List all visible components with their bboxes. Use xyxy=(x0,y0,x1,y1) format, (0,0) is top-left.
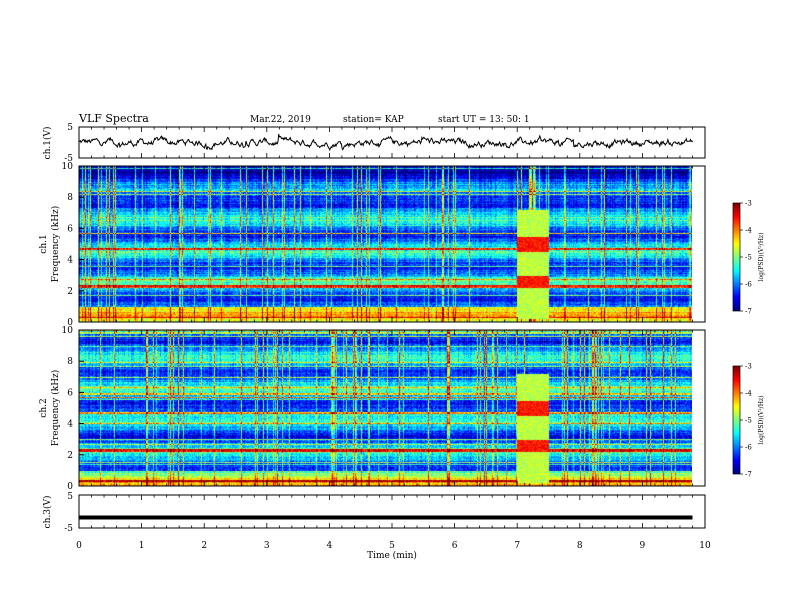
date-label: Mar.22, 2019 xyxy=(250,115,311,125)
frequency-tick-label: 10 xyxy=(62,162,74,172)
ch1-spectrogram-ylabel-channel: ch.1 xyxy=(39,234,49,253)
colorbar-tick-label: -4 xyxy=(745,227,752,235)
time-tick-label: 6 xyxy=(452,541,458,551)
time-tick-label: 8 xyxy=(577,541,583,551)
colorbar-tick-label: -7 xyxy=(745,308,752,316)
ch1-colorbar-label: log(PSD)(V²/Hz) xyxy=(758,233,765,282)
colorbar-tick-label: -7 xyxy=(745,471,752,479)
ch2-colorbar-label: log(PSD)(V²/Hz) xyxy=(758,396,765,445)
time-tick-label: 10 xyxy=(699,541,711,551)
time-axis: 0 1 2 3 4 5 6 7 8 9 10 xyxy=(76,127,711,551)
time-axis-label: Time (min) xyxy=(367,550,417,561)
ch3-ytick-top: 5 xyxy=(67,492,73,502)
ch1-spectrogram-ylabel-frequency: Frequency (kHz) xyxy=(50,206,61,283)
ch1-ytick-top: 5 xyxy=(67,123,73,133)
ch1-waveform-ylabel: ch.1(V) xyxy=(42,127,53,160)
frequency-tick-label: 8 xyxy=(67,357,73,367)
frequency-tick-label: 10 xyxy=(62,326,74,336)
colorbar-tick-label: -5 xyxy=(745,417,752,425)
time-tick-label: 0 xyxy=(76,541,82,551)
frequency-tick-label: 6 xyxy=(67,224,73,234)
time-tick-label: 5 xyxy=(389,541,395,551)
colorbar-tick-label: -3 xyxy=(745,363,752,371)
frequency-tick-label: 4 xyxy=(67,256,73,266)
ch1-colorbar xyxy=(733,203,740,311)
ch1-spectrogram-image xyxy=(79,166,692,322)
frequency-tick-label: 2 xyxy=(67,451,73,461)
colorbar-tick-label: -5 xyxy=(745,254,752,262)
frequency-tick-label: 0 xyxy=(67,482,73,492)
ch2-spectrogram-ylabel-frequency: Frequency (kHz) xyxy=(50,370,61,447)
time-tick-label: 3 xyxy=(264,541,270,551)
ch3-ytick-bottom: -5 xyxy=(64,524,73,534)
colorbar-tick-label: -6 xyxy=(745,444,752,452)
time-tick-label: 1 xyxy=(139,541,145,551)
frequency-tick-label: 6 xyxy=(67,388,73,398)
colorbar-tick-label: -3 xyxy=(745,200,752,208)
time-tick-label: 2 xyxy=(201,541,207,551)
ch1-ytick-bottom: -5 xyxy=(64,154,73,164)
start-time-label: start UT = 13: 50: 1 xyxy=(438,115,530,125)
frequency-tick-label: 2 xyxy=(67,287,73,297)
time-tick-label: 4 xyxy=(327,541,333,551)
ch2-spectrogram-image xyxy=(79,330,692,486)
colorbar-tick-label: -4 xyxy=(745,390,752,398)
frequency-tick-label: 4 xyxy=(67,420,73,430)
ch3-waveform-ylabel: ch.3(V) xyxy=(42,496,53,529)
frequency-tick-label: 8 xyxy=(67,193,73,203)
ch2-spectrogram-ylabel-channel: ch.2 xyxy=(39,398,49,417)
figure-title: VLF Spectra xyxy=(78,112,149,125)
station-label: station= KAP xyxy=(343,115,404,125)
time-tick-label: 9 xyxy=(640,541,646,551)
ch1-waveform-trace xyxy=(78,133,693,152)
time-tick-label: 7 xyxy=(514,541,520,551)
ch2-colorbar xyxy=(733,366,740,474)
frequency-tick-label: 0 xyxy=(67,318,73,328)
colorbar-tick-label: -6 xyxy=(745,281,752,289)
